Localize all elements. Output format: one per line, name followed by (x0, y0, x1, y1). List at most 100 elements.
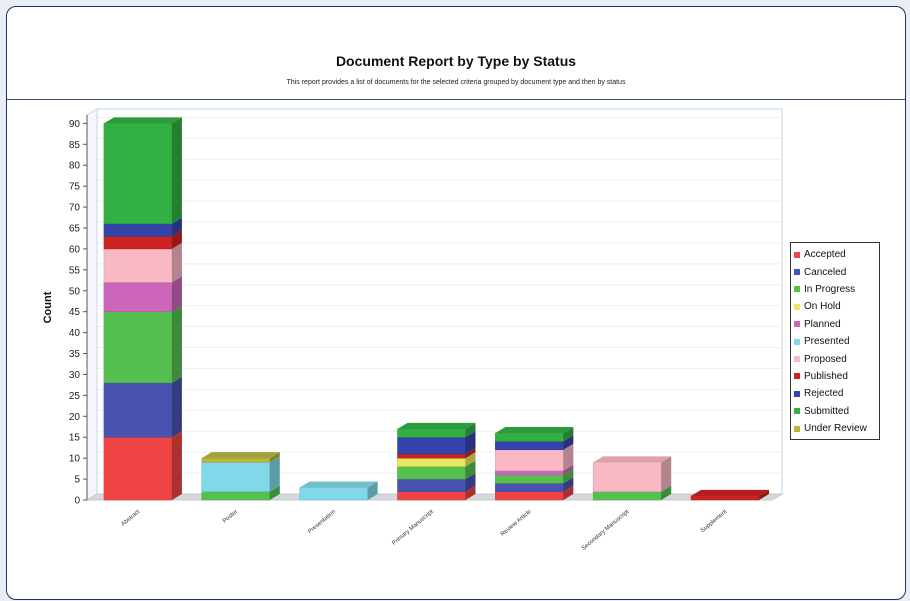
bar-segment-side (367, 481, 378, 500)
legend-item: Presented (794, 333, 876, 350)
bar-segment (495, 441, 564, 451)
legend-label: Proposed (804, 353, 847, 365)
bar-segment (299, 487, 368, 501)
bar-top-face (201, 452, 280, 459)
legend-label: Planned (804, 318, 841, 330)
bar-segment (397, 457, 466, 467)
bar-segment-side (563, 468, 574, 484)
x-category-label: Supplement (700, 509, 729, 534)
chart-legend: Accepted Canceled In Progress On Hold Planne… (790, 242, 880, 441)
legend-swatch (794, 321, 800, 328)
bar-top-face (593, 456, 672, 463)
bar-segment (495, 474, 564, 484)
bar-top-face (691, 489, 770, 496)
y-tick-label: 60 (69, 244, 81, 255)
chart-subtitle: This report provides a list of documents… (286, 79, 626, 86)
bar-top-face (103, 117, 182, 124)
y-tick-label: 10 (69, 454, 81, 465)
bar-segment (103, 282, 173, 312)
report-card: Document Report by Type by Status This r… (6, 6, 906, 600)
y-tick-label: 15 (69, 433, 81, 444)
bar-segment (397, 491, 466, 501)
bar-segment (103, 123, 173, 225)
y-tick-label: 90 (69, 119, 81, 130)
y-tick-label: 55 (69, 265, 81, 276)
legend-swatch (794, 303, 800, 310)
legend-swatch (794, 425, 800, 432)
bar-segment (201, 491, 271, 501)
bar-segment-side (563, 435, 574, 450)
bar-segment (201, 462, 271, 492)
y-tick-label: 80 (69, 161, 81, 172)
legend-swatch (794, 338, 800, 345)
bar-segment-side (465, 485, 476, 500)
legend-swatch (794, 373, 800, 380)
bar-top-face (495, 427, 574, 434)
legend-label: Accepted (804, 249, 846, 261)
bar-segment-side (465, 460, 476, 480)
bar-segment (592, 462, 662, 492)
y-tick-label: 35 (69, 349, 81, 360)
x-category-label: Abstract (120, 509, 141, 528)
stacked-bar-chart: 0 5 10 15 20 25 30 35 40 45 50 55 60 65 70 75 80 85 90 Coun… (42, 108, 784, 552)
y-tick-label: 85 (69, 140, 81, 151)
bar-segment-side (171, 305, 182, 383)
legend-item: On Hold (794, 298, 876, 315)
bar-segment-side (563, 443, 574, 471)
bar-segment (397, 436, 466, 455)
bar-segment-side (759, 489, 770, 500)
legend-item: Planned (794, 316, 876, 333)
bar-segment-side (563, 464, 574, 475)
bar-segment-side (465, 447, 476, 459)
legend-item: Under Review (794, 420, 876, 437)
y-tick-label: 65 (69, 223, 81, 234)
bar-segment-side (465, 452, 476, 467)
bar-segment-side (563, 427, 574, 442)
legend-item: Proposed (794, 350, 876, 367)
legend-swatch (794, 408, 800, 415)
legend-swatch (794, 356, 800, 363)
legend-item: Rejected (794, 385, 876, 402)
y-tick-label: 30 (69, 370, 81, 381)
bar-segment-side (269, 452, 280, 463)
bar-segment (103, 382, 173, 438)
bar-segment-side (171, 217, 182, 237)
bar-segment-side (563, 485, 574, 500)
x-category-label: Primary Manuscript (391, 509, 435, 547)
bar-segment-side (171, 230, 182, 249)
bar-segment (495, 449, 564, 471)
legend-item: Canceled (794, 263, 876, 280)
bar-segment (397, 478, 466, 492)
bar-segment (103, 436, 173, 501)
legend-label: Submitted (804, 405, 850, 417)
bar-segment-side (563, 477, 574, 492)
x-category-label: Review Article (500, 509, 533, 538)
legend-label: Published (804, 370, 848, 382)
bar-segment-side (171, 431, 182, 500)
bar-segment-side (171, 117, 182, 224)
legend-swatch (794, 390, 800, 397)
bar-segment (690, 495, 760, 501)
y-tick-label: 70 (69, 203, 81, 214)
bar-segment (397, 466, 466, 480)
bar-segment (495, 470, 564, 476)
bar-segment-side (661, 485, 672, 500)
y-tick-label: 5 (74, 475, 80, 486)
header-divider (7, 99, 905, 100)
bar-segment-side (171, 376, 182, 438)
chart-title: Document Report by Type by Status (335, 53, 577, 69)
y-axis-label: Count (42, 291, 54, 323)
bar-segment (103, 311, 173, 384)
legend-label: Under Review (804, 423, 867, 435)
bar-segment-side (465, 422, 476, 438)
bar-segment (397, 453, 466, 459)
y-tick-label: 40 (69, 328, 81, 339)
legend-label: Canceled (804, 266, 847, 278)
y-tick-label: 25 (69, 391, 81, 402)
legend-swatch (794, 269, 800, 276)
bar-segment-side (465, 473, 476, 492)
bar-segment (103, 223, 173, 237)
bar-segment-side (269, 456, 280, 492)
y-tick-label: 0 (74, 496, 80, 507)
x-category-label: Presentation (307, 509, 337, 535)
